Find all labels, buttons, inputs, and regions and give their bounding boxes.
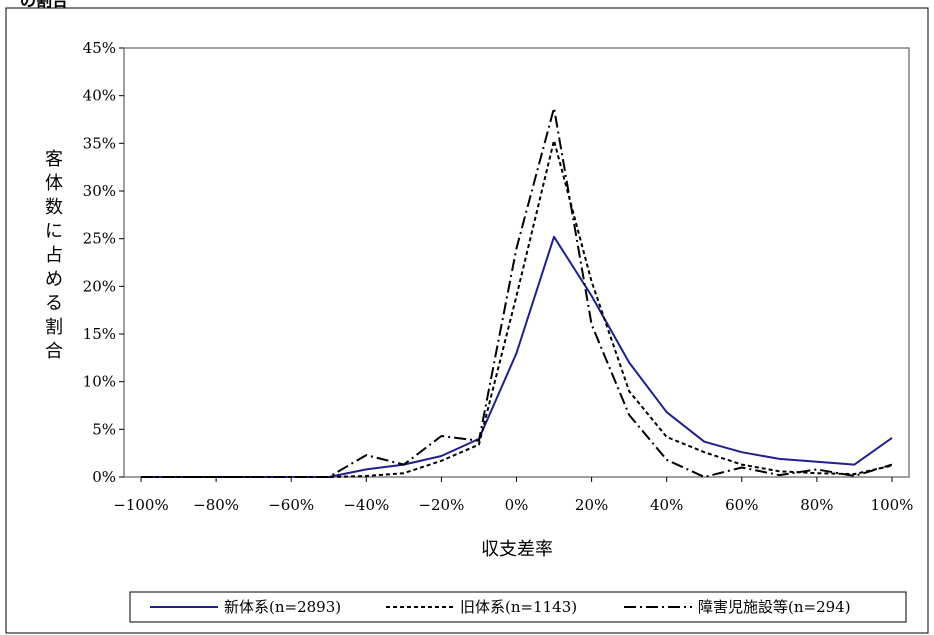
plot-area (123, 47, 910, 478)
y-tick-label: 25% (83, 230, 116, 248)
y-axis-title-char: に (45, 221, 63, 242)
x-tick-label: 80% (800, 496, 833, 514)
x-tick-label: 100% (871, 496, 914, 514)
x-tick-label: −40% (343, 496, 389, 514)
x-tick-label: −100% (113, 496, 168, 514)
y-tick-label: 15% (83, 325, 116, 343)
y-axis-title-char: め (45, 269, 63, 290)
x-tick-label: 40% (650, 496, 683, 514)
y-tick-label: 0% (92, 468, 116, 486)
x-tick-label: −60% (268, 496, 314, 514)
y-axis-title-char: 数 (45, 197, 63, 218)
y-tick-label: 5% (92, 420, 116, 438)
x-tick-label: −20% (418, 496, 464, 514)
y-tick-label: 40% (83, 87, 116, 105)
y-axis-title-char: 客 (45, 149, 63, 170)
legend-label-new: 新体系(n=2893) (224, 598, 341, 616)
x-tick-label: 20% (575, 496, 608, 514)
legend-label-old: 旧体系(n=1143) (460, 598, 577, 616)
y-tick-label: 45% (83, 39, 116, 57)
series-lines (141, 107, 893, 478)
x-tick-label: 0% (505, 496, 529, 514)
series-line-2 (141, 107, 893, 478)
x-tick-label: −80% (193, 496, 239, 514)
x-tick-label: 60% (725, 496, 758, 514)
chart-title-fragment: の割合 (20, 0, 69, 10)
y-axis-title-char: 合 (45, 341, 63, 362)
y-axis-title-char: 体 (45, 173, 63, 194)
y-tick-label: 20% (83, 277, 116, 295)
y-tick-label: 35% (83, 134, 116, 152)
legend-box (129, 591, 907, 623)
series-line-0 (141, 235, 893, 478)
legend-label-child: 障害児施設等(n=294) (698, 598, 851, 616)
legend: 新体系(n=2893) 旧体系(n=1143) 障害児施設等(n=294) (129, 591, 907, 623)
y-tick-label: 10% (83, 373, 116, 391)
y-axis-title-char: 占 (45, 245, 63, 266)
x-axis: −100% −80% −60% −40% −20% 0% 20% 40% 60% 80% 100% (113, 477, 913, 514)
x-axis-title: 収支差率 (481, 539, 553, 560)
y-axis: 0% 5% 10% 15% 20% 25% 30% 35% 40% 45% (83, 39, 124, 486)
y-tick-label: 30% (83, 182, 116, 200)
y-axis-title-char: る (45, 293, 63, 314)
y-axis-title-char: 割 (45, 317, 63, 338)
